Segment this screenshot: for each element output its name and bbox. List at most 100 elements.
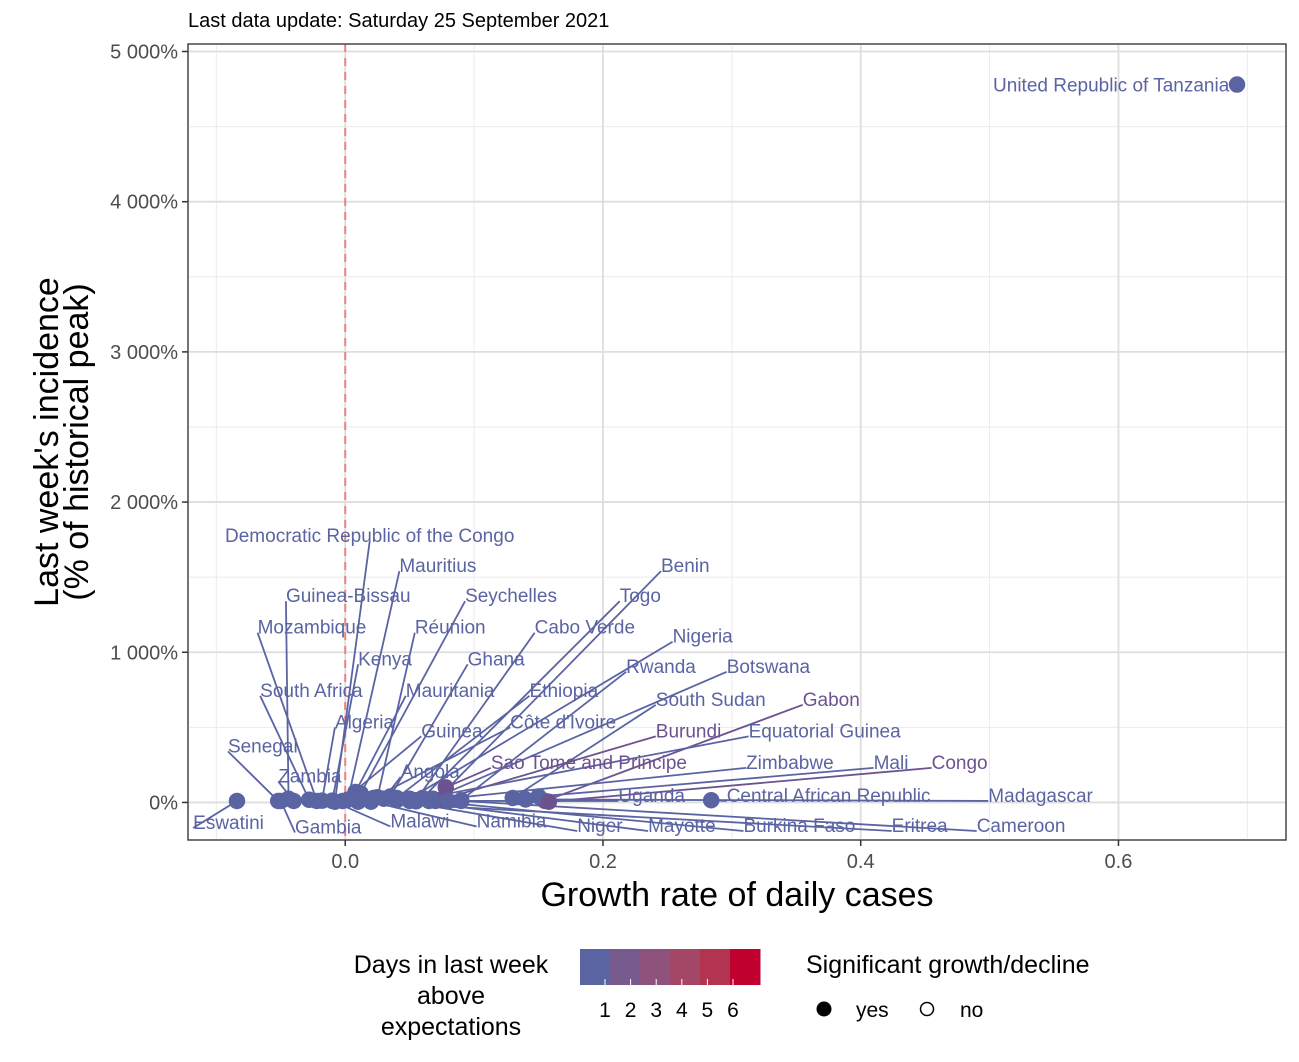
leader-line — [434, 570, 662, 802]
country-label: United Republic of Tanzania — [993, 76, 1230, 97]
data-point — [1228, 76, 1246, 93]
leader-line — [548, 767, 932, 803]
country-label: Burundi — [656, 721, 722, 742]
country-label: Botswana — [727, 657, 811, 678]
country-label: Gambia — [295, 817, 362, 838]
y-axis-title: Last week's incidence (% of historical p… — [28, 277, 96, 607]
country-label: Cabo Verde — [535, 618, 635, 639]
leader-line — [460, 671, 627, 801]
country-label: Mozambique — [258, 618, 367, 639]
chart-subtitle: Last data update: Saturday 25 September … — [188, 10, 609, 32]
leader-line — [415, 632, 536, 801]
data-point — [420, 792, 438, 810]
country-label: Eritrea — [892, 816, 948, 837]
country-label: Guinea — [421, 721, 483, 742]
y-tick-label: 2 000% — [110, 492, 178, 514]
leader-line — [409, 640, 674, 800]
leader-line — [359, 600, 466, 794]
x-tick-label: 0.2 — [589, 851, 617, 873]
grid-layer — [188, 44, 1286, 840]
country-label: Mayotte — [648, 816, 716, 837]
country-label: Namibia — [477, 811, 547, 832]
country-label: Central African Republic — [727, 786, 931, 807]
x-tick-label: 0.0 — [331, 851, 359, 873]
country-label: Mauritania — [406, 681, 495, 702]
color-legend-step — [670, 949, 701, 985]
shape-legend-title: Significant growth/decline — [806, 951, 1090, 979]
leader-line — [192, 800, 238, 829]
leader-line — [432, 767, 747, 802]
country-label: Cameroon — [977, 816, 1066, 837]
country-label: Uganda — [618, 786, 685, 807]
country-label: Réunion — [415, 618, 486, 639]
data-point — [388, 791, 406, 809]
color-legend-tick-label: 1 — [599, 999, 611, 1022]
data-point — [702, 791, 720, 809]
country-label: South Africa — [260, 681, 363, 702]
country-label: Nigeria — [673, 627, 734, 648]
legend-no-label: no — [960, 999, 983, 1022]
leader-line — [525, 798, 989, 802]
leader-line — [321, 727, 336, 801]
data-point — [349, 793, 367, 810]
country-label: Angola — [401, 762, 461, 783]
country-label: Gabon — [803, 690, 860, 711]
data-point — [324, 792, 341, 810]
leader-line — [354, 695, 407, 793]
country-label: Algeria — [335, 712, 395, 733]
y-axis-title-line1: Last week's incidence — [28, 277, 66, 607]
color-legend-step — [640, 949, 671, 985]
country-label: Burkina Faso — [743, 816, 855, 837]
leader-line — [346, 570, 401, 800]
color-legend-step — [730, 949, 761, 985]
leader-line — [285, 601, 290, 799]
country-label: Mauritius — [399, 556, 476, 577]
data-point — [517, 791, 534, 808]
y-tick-label: 4 000% — [110, 192, 178, 214]
color-legend-tick-label: 6 — [727, 999, 739, 1022]
country-label: Ethiopia — [530, 681, 599, 702]
country-label: Seychelles — [465, 586, 557, 607]
data-point — [540, 793, 558, 810]
color-legend-title-line3: expectations — [381, 1013, 521, 1041]
country-label: Senegal — [228, 736, 298, 757]
leader-line — [373, 726, 511, 799]
points-layer — [228, 76, 1246, 810]
leader-line — [396, 695, 531, 799]
country-label: South Sudan — [656, 690, 766, 711]
country-label: Congo — [932, 753, 988, 774]
y-tick-label: 5 000% — [110, 42, 178, 64]
leader-line — [421, 600, 621, 799]
country-label: Niger — [577, 816, 623, 837]
color-legend-tick-label: 2 — [625, 999, 637, 1022]
x-tick-label: 0.6 — [1105, 851, 1133, 873]
country-label: Democratic Republic of the Congo — [225, 526, 514, 547]
leader-line — [331, 664, 359, 801]
leader-line — [389, 663, 469, 797]
color-legend-tick-label: 4 — [676, 999, 688, 1022]
country-label: Zimbabwe — [746, 753, 834, 774]
leader-line — [409, 735, 749, 802]
color-legend-step — [700, 949, 731, 985]
leader-line — [441, 735, 657, 801]
country-label: Eswatini — [193, 813, 264, 834]
data-point — [272, 792, 290, 810]
leader-line — [256, 632, 318, 802]
country-label: Kenya — [358, 649, 412, 670]
data-point — [228, 792, 246, 810]
axis-ticks-layer: 0.0 0.2 0.4 0.6 0% 1 000% 2 000% 3 000% 4 000% 5 … — [110, 42, 1132, 873]
leader-line — [512, 704, 657, 799]
leader-line — [227, 750, 279, 802]
leader-lines-layer — [192, 540, 989, 833]
legend-open-circle-icon — [919, 1001, 935, 1017]
data-point — [452, 792, 470, 810]
leader-line — [428, 800, 744, 832]
country-label: Côte d'Ivoire — [510, 712, 616, 733]
country-label: Madagascar — [988, 786, 1093, 807]
color-legend-tick-label: 3 — [650, 999, 662, 1022]
color-legend-step — [580, 949, 611, 985]
plot-border — [187, 43, 1287, 841]
country-label: Malawi — [390, 811, 449, 832]
